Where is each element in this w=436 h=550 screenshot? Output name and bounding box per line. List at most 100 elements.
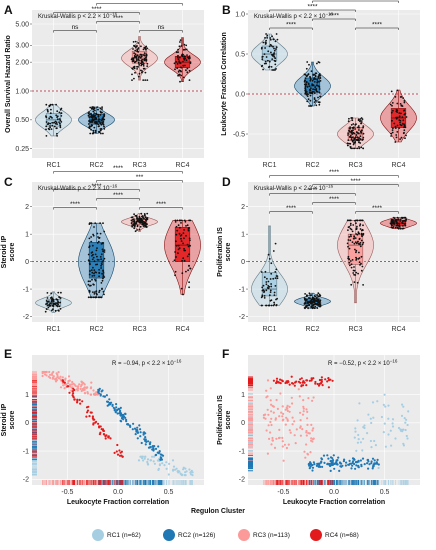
data-point <box>390 111 393 114</box>
data-point <box>45 125 48 128</box>
data-point <box>139 53 142 56</box>
data-point-rc1 <box>151 455 154 458</box>
data-point-rc3 <box>279 392 282 395</box>
data-point-rc2 <box>321 465 324 468</box>
data-point <box>56 298 59 301</box>
data-point <box>188 227 190 229</box>
data-point <box>358 257 361 259</box>
data-point-rc3 <box>74 384 77 387</box>
data-point-rc3 <box>310 423 313 426</box>
data-point <box>360 146 363 149</box>
comparison-bracket <box>96 198 140 201</box>
data-point <box>132 48 134 50</box>
y-tick-label: 2.00 <box>15 59 29 66</box>
data-point-rc2 <box>357 460 360 463</box>
data-point-rc3 <box>299 434 302 437</box>
data-point <box>396 102 399 105</box>
data-point <box>399 220 402 222</box>
data-point-rc2 <box>108 398 111 401</box>
data-point <box>396 116 399 119</box>
data-point <box>101 111 103 114</box>
data-point <box>134 49 137 52</box>
data-point <box>313 81 316 83</box>
data-point <box>100 127 103 130</box>
data-point <box>315 88 318 90</box>
data-point-rc3 <box>281 436 284 439</box>
correlation-annotation: R = −0.52, p < 2.2 × 10−16 <box>328 359 398 368</box>
data-point <box>358 243 360 245</box>
data-point-rc2 <box>119 412 123 415</box>
data-point <box>270 262 273 265</box>
data-point-rc2 <box>154 447 158 450</box>
data-point <box>95 271 98 274</box>
data-point-rc4 <box>93 418 96 421</box>
data-point <box>59 297 62 299</box>
data-point <box>101 279 104 282</box>
data-point-rc3 <box>287 443 290 446</box>
y-tick-label: -2 <box>23 314 29 321</box>
legend-item-rc3: RC3 (n=113) <box>238 529 290 541</box>
data-point <box>356 225 358 228</box>
data-point <box>361 139 364 141</box>
data-point <box>102 222 104 225</box>
data-point-rc2 <box>106 400 110 403</box>
data-point-rc4 <box>67 385 70 388</box>
data-point <box>175 244 178 247</box>
data-point <box>96 242 99 244</box>
data-point-rc3 <box>81 387 84 391</box>
data-point <box>177 224 180 227</box>
data-point <box>184 64 186 67</box>
data-point-rc3 <box>272 411 275 414</box>
comparison-bracket <box>355 211 399 214</box>
data-point <box>311 83 313 85</box>
data-point-rc3 <box>303 450 306 453</box>
data-point <box>100 123 103 126</box>
data-point <box>60 107 63 110</box>
data-point <box>101 248 104 251</box>
data-point <box>175 256 178 258</box>
data-point-rc2 <box>106 404 109 407</box>
data-point-rc4 <box>279 378 282 381</box>
data-point <box>100 132 102 135</box>
data-point-rc2 <box>139 431 142 434</box>
data-point <box>97 259 100 261</box>
data-point <box>103 293 105 296</box>
x-tick-label: RC3 <box>348 162 362 169</box>
data-point-rc3 <box>72 382 75 385</box>
data-point-rc3 <box>280 411 283 414</box>
data-point <box>102 123 105 126</box>
data-point <box>180 287 183 290</box>
data-point-rc2 <box>147 440 150 443</box>
legend: Regulon Cluster RC1 (n=62) RC2 (n=126) R… <box>0 508 436 550</box>
data-point-rc2 <box>136 431 139 434</box>
data-point <box>305 83 308 86</box>
data-point <box>263 290 266 293</box>
data-point <box>394 127 397 129</box>
data-point-rc3 <box>96 393 99 396</box>
data-point <box>305 93 308 96</box>
data-point <box>92 108 95 111</box>
data-point-rc1 <box>401 430 404 433</box>
data-point <box>403 100 406 102</box>
data-point-rc1 <box>353 436 356 439</box>
comparison-bracket <box>269 27 313 30</box>
data-point <box>186 54 188 56</box>
significance-label: **** <box>307 187 318 194</box>
data-point-rc1 <box>180 474 184 477</box>
data-point <box>145 219 148 222</box>
data-point <box>45 115 47 117</box>
data-point-rc3 <box>80 383 83 386</box>
data-point <box>132 41 135 43</box>
data-point <box>304 87 307 89</box>
data-point-rc3 <box>83 388 86 391</box>
data-point-rc2 <box>308 467 311 470</box>
x-axis-title: Leukocyte Fraction correlation <box>67 499 169 506</box>
significance-label: **** <box>113 165 124 172</box>
data-point <box>87 259 90 262</box>
data-point-rc3 <box>84 392 87 395</box>
data-point <box>306 100 309 103</box>
data-point <box>359 228 362 230</box>
data-point <box>175 225 178 228</box>
data-point <box>356 219 359 222</box>
